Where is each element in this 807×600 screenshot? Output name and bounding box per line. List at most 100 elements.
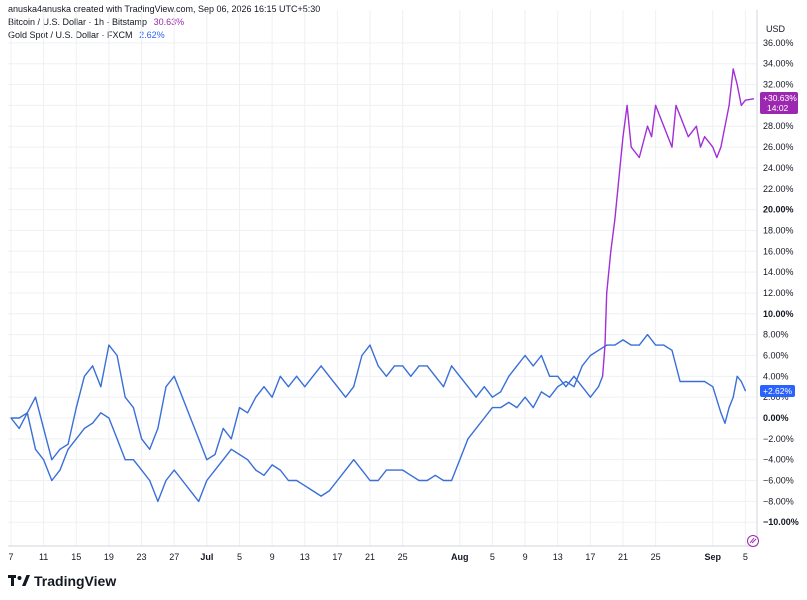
y-tick-label: 18.00%	[763, 225, 794, 235]
data-point	[646, 125, 649, 127]
data-point	[614, 219, 616, 221]
data-point	[320, 365, 322, 367]
y-axis[interactable]: 36.00%34.00%32.00%30.00%28.00%26.00%24.0…	[763, 38, 799, 527]
currency-label: USD	[766, 24, 786, 34]
data-point	[704, 136, 706, 138]
data-point	[573, 386, 575, 388]
data-point	[524, 354, 526, 357]
data-point	[34, 448, 37, 450]
data-point	[271, 396, 273, 398]
data-point	[157, 427, 159, 430]
data-point	[557, 386, 559, 388]
data-point	[573, 375, 575, 377]
data-point	[508, 375, 510, 377]
legend-gold-name: Gold Spot / U.S. Dollar · FXCM	[8, 30, 133, 40]
legend-btc[interactable]: Bitcoin / U.S. Dollar · 1h · Bitstamp 30…	[8, 17, 184, 27]
data-point	[695, 125, 698, 127]
data-point	[312, 375, 314, 377]
data-point	[565, 386, 567, 388]
data-point	[238, 453, 241, 456]
y-tick-label: −10.00%	[763, 517, 799, 527]
data-point	[67, 448, 69, 450]
data-point	[287, 386, 290, 388]
data-point	[149, 448, 151, 450]
data-point	[610, 250, 612, 252]
data-point	[116, 354, 118, 357]
data-point	[532, 365, 534, 367]
data-point	[296, 479, 298, 482]
data-point	[516, 365, 518, 367]
series-line-btc-early	[10, 344, 604, 461]
data-point	[181, 479, 183, 482]
y-tick-label: 32.00%	[763, 80, 794, 90]
data-point	[132, 406, 134, 409]
x-tick-label: 11	[39, 552, 48, 562]
data-point	[532, 406, 534, 409]
data-point	[410, 474, 412, 476]
y-tick-label: 14.00%	[763, 267, 794, 277]
data-point	[606, 344, 608, 346]
data-point	[108, 344, 110, 346]
data-point	[304, 386, 306, 388]
data-point	[687, 380, 689, 383]
x-tick-label: 25	[398, 552, 408, 562]
data-point	[732, 396, 734, 398]
data-point	[140, 438, 143, 440]
y-tick-label: 26.00%	[763, 142, 794, 152]
data-point	[695, 380, 698, 383]
data-point	[92, 365, 94, 367]
btc-price-label: +30.63% 14:02	[760, 92, 798, 114]
data-point	[675, 104, 677, 106]
data-point	[304, 485, 306, 487]
x-tick-label: 5	[237, 552, 242, 562]
data-point	[655, 104, 657, 106]
x-tick-label: 13	[300, 552, 310, 562]
data-point	[344, 396, 347, 398]
data-point	[728, 104, 730, 106]
x-tick-label: 9	[270, 552, 275, 562]
data-point	[724, 125, 726, 127]
data-point	[75, 438, 77, 440]
data-point	[604, 344, 606, 346]
data-point	[475, 396, 477, 398]
x-axis[interactable]: 7 11 15 19 23 27 Jul 5 9 13 17 21 25 Aug 5 9 13 17 21 25 Sep…	[8, 552, 747, 562]
data-point	[614, 344, 616, 346]
y-tick-label: 8.00%	[763, 330, 789, 340]
data-point	[451, 365, 453, 367]
y-tick-label: 36.00%	[763, 38, 794, 48]
data-point	[124, 459, 126, 461]
data-point	[500, 391, 502, 393]
data-point	[83, 375, 86, 377]
data-point	[622, 339, 624, 341]
data-point	[149, 479, 151, 482]
x-tick-label: 5	[743, 552, 748, 562]
data-point	[720, 412, 722, 414]
gold-price-label: +2.62%	[760, 385, 795, 397]
data-point	[279, 375, 281, 377]
data-point	[214, 453, 216, 456]
data-point	[247, 459, 249, 461]
btc-price-time: 14:02	[767, 103, 789, 113]
x-tick-label: 21	[618, 552, 628, 562]
data-point	[157, 500, 159, 502]
tradingview-logo[interactable]: TradingView	[8, 573, 116, 589]
data-point	[51, 479, 53, 482]
data-point	[724, 422, 726, 424]
data-point	[83, 427, 86, 430]
data-point	[716, 156, 718, 159]
data-point	[361, 354, 363, 357]
legend-gold[interactable]: Gold Spot / U.S. Dollar · FXCM 2.62%	[8, 30, 165, 40]
data-point	[353, 386, 355, 388]
y-tick-label: −6.00%	[763, 476, 794, 486]
data-point	[92, 422, 94, 424]
data-point	[679, 380, 681, 383]
data-point	[214, 469, 216, 471]
data-point	[402, 365, 404, 367]
data-point	[752, 98, 755, 100]
y-tick-label: 6.00%	[763, 350, 789, 360]
data-point	[626, 104, 628, 106]
data-point	[508, 401, 510, 403]
event-marker-icon[interactable]	[747, 535, 759, 547]
data-point	[263, 386, 265, 388]
